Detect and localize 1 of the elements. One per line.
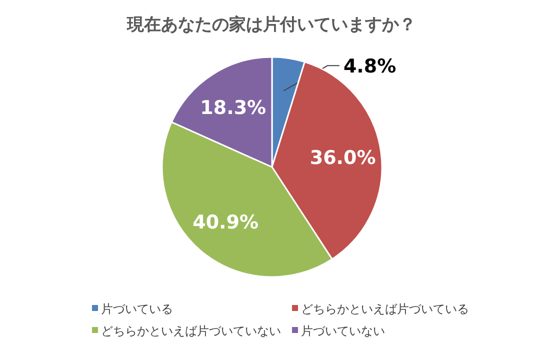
title: 現在あなたの家は片付いていますか？	[127, 15, 416, 35]
